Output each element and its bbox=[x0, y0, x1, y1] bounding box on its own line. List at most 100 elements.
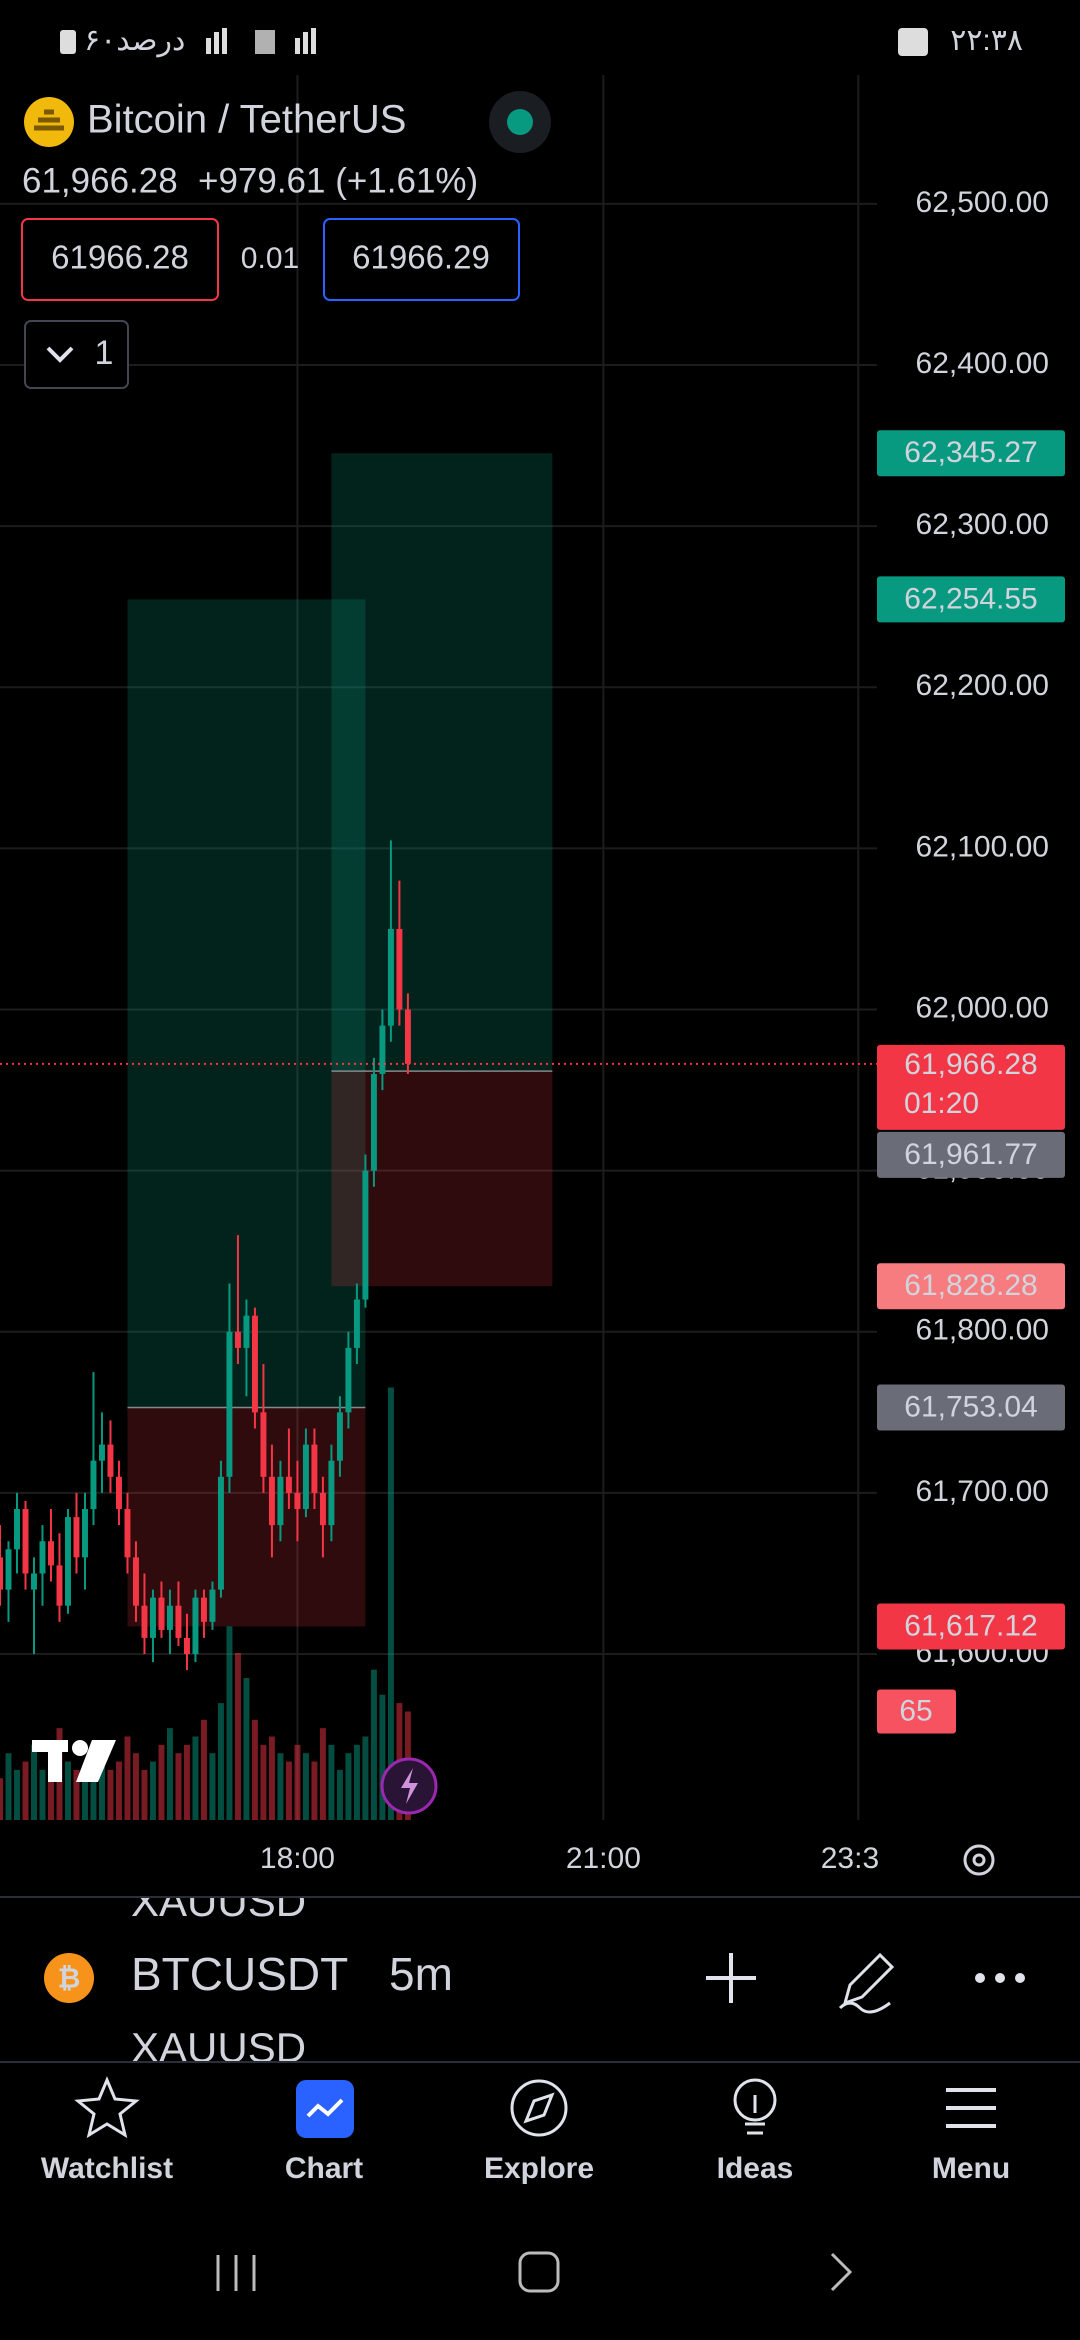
price-label-bg bbox=[877, 1603, 1065, 1650]
y-tick-label: 62,100.00 bbox=[916, 830, 1049, 863]
candle-body bbox=[268, 1476, 275, 1526]
candle-body bbox=[243, 1315, 250, 1348]
nav-label[interactable]: Explore bbox=[484, 2152, 594, 2185]
candle-body bbox=[209, 1589, 216, 1622]
volume-bar bbox=[14, 1769, 20, 1820]
btc-icon bbox=[44, 1953, 94, 2003]
volume-bar bbox=[90, 1753, 97, 1820]
volume-bar bbox=[319, 1728, 326, 1820]
nav-label[interactable]: Chart bbox=[285, 2152, 363, 2185]
volume-bar bbox=[5, 1753, 12, 1820]
sell-button[interactable] bbox=[21, 218, 219, 301]
plot bbox=[0, 453, 877, 1820]
draw-button[interactable] bbox=[838, 1952, 895, 2014]
price-change: +979.61 (+1.61%) bbox=[198, 161, 478, 200]
price-label-bg bbox=[877, 1384, 1065, 1431]
settings-button[interactable] bbox=[963, 1844, 995, 1876]
x-tick-label: 18:00 bbox=[260, 1842, 335, 1875]
recents-button[interactable] bbox=[216, 2255, 256, 2291]
interval[interactable]: 5m bbox=[389, 1948, 453, 2000]
ideas-icon[interactable] bbox=[733, 2078, 777, 2122]
y-tick-label: 62,000.00 bbox=[916, 991, 1049, 1024]
btc-glyph: ₿ bbox=[58, 1962, 81, 1993]
home-button[interactable] bbox=[518, 2251, 560, 2293]
menu-icon[interactable] bbox=[946, 2088, 996, 2128]
volume-bar bbox=[379, 1694, 386, 1820]
volume-bar bbox=[277, 1753, 284, 1820]
candle-body bbox=[31, 1573, 37, 1590]
x-tick-label: 23:30 bbox=[821, 1842, 896, 1875]
y-tick-label: 62,500.00 bbox=[916, 186, 1049, 219]
y-tick-label: 62,400.00 bbox=[916, 347, 1049, 380]
price-label-bg bbox=[877, 1131, 1065, 1178]
compass bbox=[523, 2092, 555, 2124]
candle-body bbox=[166, 1605, 173, 1630]
volume-bar bbox=[82, 1778, 88, 1820]
battery-icon bbox=[60, 30, 76, 54]
price-label: 61,828.28 bbox=[904, 1269, 1037, 1302]
volume-bar bbox=[345, 1753, 352, 1820]
volume-bar bbox=[285, 1761, 292, 1820]
volume-bar bbox=[175, 1753, 182, 1820]
volume-bar bbox=[200, 1719, 207, 1820]
candle-body bbox=[370, 1073, 377, 1171]
volume-bar bbox=[158, 1744, 165, 1820]
candle-body bbox=[56, 1565, 63, 1606]
candle-body bbox=[124, 1509, 131, 1558]
nav-label[interactable]: Menu bbox=[932, 2152, 1010, 2185]
clock: ۲۲:۳۸ bbox=[950, 24, 1023, 57]
symbol[interactable]: BTCUSDT bbox=[131, 1948, 348, 2000]
layout-toggle[interactable] bbox=[24, 320, 129, 389]
candle-body bbox=[294, 1492, 301, 1510]
chart-icon[interactable] bbox=[296, 2080, 354, 2138]
volume-bar bbox=[48, 1753, 54, 1820]
candle-body bbox=[277, 1476, 284, 1526]
market-status[interactable] bbox=[507, 109, 533, 135]
volume-bar bbox=[192, 1736, 199, 1820]
volume-bar bbox=[311, 1761, 318, 1820]
symbol-title[interactable]: Bitcoin / TetherUS bbox=[87, 98, 406, 142]
nav-label[interactable]: Ideas bbox=[717, 2152, 794, 2185]
volume-bar bbox=[328, 1744, 335, 1820]
volume-bar bbox=[65, 1761, 71, 1820]
candle-body bbox=[14, 1509, 20, 1550]
volume-bar bbox=[0, 1778, 3, 1820]
nav-label[interactable]: Watchlist bbox=[41, 2152, 173, 2185]
chart-glyph bbox=[306, 2098, 344, 2118]
candle-body bbox=[158, 1597, 165, 1630]
volume-bar bbox=[251, 1719, 258, 1820]
candle-body bbox=[99, 1444, 105, 1461]
candle-body bbox=[82, 1509, 88, 1558]
add-button[interactable] bbox=[706, 1953, 756, 2003]
gallery-icon bbox=[898, 28, 928, 56]
price-label: 62,254.55 bbox=[904, 582, 1037, 615]
target-zone bbox=[331, 453, 553, 1072]
candle-body bbox=[48, 1541, 54, 1566]
candle-body bbox=[183, 1637, 190, 1655]
candle-body bbox=[362, 1170, 369, 1300]
volume-bar bbox=[353, 1744, 360, 1820]
candle-body bbox=[115, 1476, 122, 1510]
last-price-bg bbox=[877, 1044, 1065, 1130]
target-zone bbox=[127, 599, 366, 1408]
volume-bar bbox=[226, 1626, 233, 1820]
buy-button[interactable] bbox=[323, 218, 520, 301]
chevron bbox=[46, 346, 74, 363]
candle-body bbox=[285, 1476, 292, 1493]
price-label: 61,617.12 bbox=[904, 1609, 1037, 1642]
price-label: 62,345.27 bbox=[904, 436, 1037, 469]
back-button[interactable] bbox=[830, 2252, 853, 2292]
explore-icon[interactable] bbox=[510, 2079, 568, 2137]
candle-body bbox=[132, 1557, 139, 1606]
lightning bbox=[401, 1768, 418, 1804]
volume-bar bbox=[107, 1769, 114, 1820]
more-button[interactable] bbox=[975, 1973, 1025, 1983]
watchlist-icon[interactable] bbox=[74, 2076, 140, 2139]
price-label: 61,961.77 bbox=[904, 1138, 1037, 1171]
volume-bar bbox=[217, 1703, 224, 1820]
price-axis: 62,500.00 62,400.00 62,300.00 62,200.00 62,1… bbox=[877, 186, 1065, 1734]
time-axis: 18:00 21:00 23:30 bbox=[260, 1842, 896, 1875]
countdown: 01:20 bbox=[904, 1087, 979, 1120]
y-tick-label: 61,800.00 bbox=[916, 1314, 1049, 1347]
